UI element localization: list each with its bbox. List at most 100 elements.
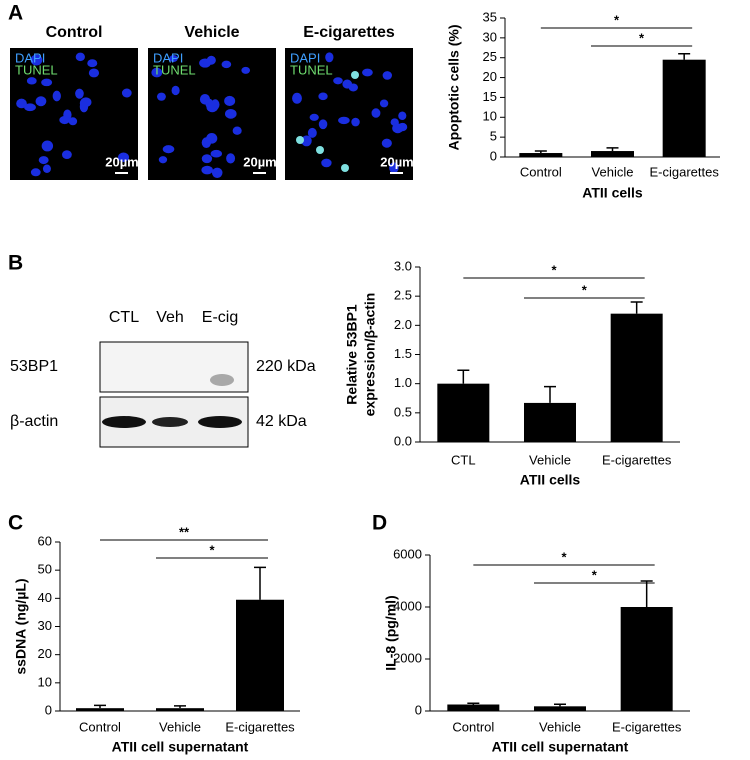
y-tick-label: 10 (483, 109, 497, 124)
nucleus (30, 54, 43, 66)
nucleus (379, 99, 389, 108)
y-tick-label: 4000 (393, 598, 422, 613)
bar (591, 151, 634, 157)
nucleus (325, 52, 334, 63)
nucleus (169, 54, 178, 63)
nucleus (201, 154, 213, 164)
blot-row-name: 53BP1 (10, 358, 58, 375)
nucleus (41, 78, 53, 87)
nucleus (75, 52, 85, 62)
bar (524, 402, 576, 442)
nucleus (156, 92, 166, 101)
error-bar (94, 704, 106, 709)
lane-label: E-cig (202, 309, 238, 326)
y-tick-label: 0 (490, 148, 497, 163)
nucleus (292, 92, 302, 104)
bar (519, 153, 563, 157)
micrograph-title: Vehicle (184, 24, 239, 41)
y-tick-label: 0.5 (394, 404, 412, 419)
nucleus (42, 164, 51, 173)
nucleus (221, 60, 232, 69)
nucleus (62, 150, 72, 159)
blot-band (102, 416, 146, 428)
significance-label: * (551, 262, 557, 277)
y-tick-label: 2000 (393, 650, 422, 665)
panel-label: D (372, 512, 387, 535)
panel-label: B (8, 252, 23, 275)
scale-label: 20µm (380, 154, 414, 169)
bar (76, 708, 124, 711)
y-tick-label: 20 (483, 69, 497, 84)
nucleus (210, 149, 222, 158)
nucleus (389, 162, 399, 174)
nucleus (226, 153, 236, 164)
nucleus (201, 165, 213, 175)
scale-label: 20µm (243, 154, 277, 169)
nucleus (307, 127, 317, 138)
error-bar (254, 566, 266, 600)
nucleus (309, 113, 319, 121)
significance-label: * (639, 30, 645, 45)
bar (534, 706, 586, 711)
y-tick-label: 1.5 (394, 346, 412, 361)
y-tick-label: 2.5 (394, 288, 412, 303)
blot-size: 42 kDa (256, 413, 307, 430)
significance-label: * (614, 12, 620, 27)
significance-label: * (582, 282, 588, 297)
x-axis-label: ATII cell supernatant (492, 739, 629, 755)
x-tick-label: Vehicle (539, 719, 581, 734)
nucleus (199, 58, 212, 68)
blot-row-name: β-actin (10, 413, 58, 430)
blot-band (210, 374, 234, 386)
x-tick-label: Vehicle (159, 719, 201, 734)
nucleus (381, 138, 392, 148)
nucleus (59, 115, 70, 125)
y-tick-label: 15 (483, 89, 497, 104)
error-bar (174, 705, 186, 709)
nucleus (241, 66, 251, 74)
nucleus (318, 92, 328, 101)
nucleus (158, 156, 168, 164)
x-axis-label: ATII cells (520, 472, 581, 488)
nucleus (121, 88, 132, 98)
y-tick-label: 0 (45, 702, 52, 717)
y-tick-label: 1.0 (394, 375, 412, 390)
stain-label: TUNEL (15, 62, 58, 77)
y-tick-label: 3.0 (394, 258, 412, 273)
nucleus (151, 67, 163, 78)
nucleus (24, 103, 36, 112)
stain-label: TUNEL (290, 62, 333, 77)
bar (447, 704, 500, 711)
micrograph-title: E-cigarettes (303, 24, 395, 41)
significance-label: * (209, 542, 215, 557)
significance-label: ** (179, 524, 190, 539)
nucleus (87, 59, 98, 68)
panel-label: A (8, 2, 23, 25)
y-axis-label: Apoptotic cells (%) (446, 24, 462, 150)
nucleus (162, 145, 175, 154)
error-bar (640, 580, 653, 607)
micrograph-title: Control (46, 24, 103, 41)
stain-label: DAPI (290, 50, 320, 65)
nucleus (52, 90, 61, 102)
y-tick-label: 6000 (393, 546, 422, 561)
nucleus (398, 111, 407, 121)
y-axis-label: IL-8 (pg/ml) (383, 595, 399, 670)
micrograph (285, 48, 413, 180)
y-tick-label: 30 (38, 618, 52, 633)
blot-band (152, 417, 188, 427)
error-bar (467, 702, 480, 705)
nucleus (362, 68, 373, 77)
nucleus (38, 156, 49, 165)
bar (610, 313, 663, 442)
y-axis-label: expression/β-actin (362, 293, 378, 417)
micrograph (10, 48, 138, 180)
nucleus (206, 102, 219, 113)
tunel-cell (316, 146, 324, 154)
y-tick-label: 0 (415, 702, 422, 717)
bar (236, 599, 284, 711)
error-bar (554, 703, 566, 707)
significance-label: * (561, 549, 567, 564)
y-tick-label: 40 (38, 590, 52, 605)
nucleus (224, 95, 236, 107)
